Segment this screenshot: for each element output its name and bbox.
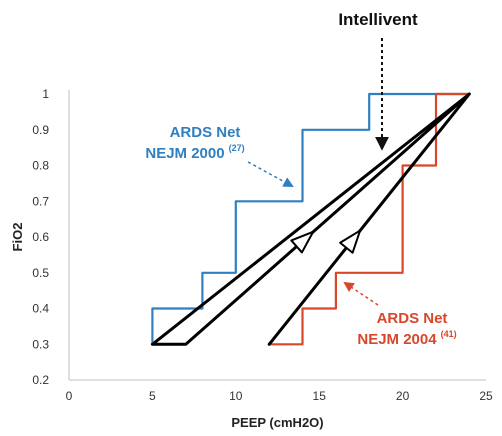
red-annotation-ref: (41) [441,329,457,339]
intellivent-loop [150,92,471,346]
y-tick-label: 0.9 [32,123,49,137]
red-annotation-line-1: ARDS Net [377,310,448,327]
x-tick-label: 20 [396,389,410,403]
x-tick-label: 15 [313,389,327,403]
blue-annotation: ARDS Net NEJM 2000 (27) [145,124,244,162]
x-tick-label: 10 [229,389,243,403]
blue-annotation-line-1: ARDS Net [170,124,241,141]
axes: 0 5 10 15 20 25 0.2 0.3 0.4 0.5 0.6 0.7 0.8 0.9 1 PEEP … [10,87,493,430]
y-tick-label: 0.6 [32,230,49,244]
annotations: Intellivent ARDS Net NEJM 2000 (27) ARDS … [145,10,456,348]
y-tick-label: 0.7 [32,194,49,208]
ardsnet-2004-step-line [269,92,470,346]
blue-annotation-journal: NEJM 2000 [145,145,224,162]
y-tick-label: 0.5 [32,266,49,280]
x-tick-label: 5 [149,389,156,403]
blue-pointer [247,161,294,188]
y-tick-label: 1 [42,87,49,101]
red-annotation-line-2: NEJM 2004 (41) [357,329,456,348]
x-tick-label: 0 [66,389,73,403]
chart-marks [150,38,471,346]
y-tick-label: 0.2 [32,373,49,387]
y-tick-label: 0.4 [32,302,49,316]
intellivent-arrow-upper [290,230,315,254]
x-tick-label: 25 [479,389,493,403]
ardsnet-2000-step-line [151,92,470,345]
intellivent-arrow-lower [339,229,362,254]
red-pointer [343,281,379,306]
red-annotation-journal: NEJM 2004 [357,331,437,348]
intellivent-label: Intellivent [338,10,418,29]
blue-annotation-line-2: NEJM 2000 (27) [145,143,244,162]
y-tick-label: 0.8 [32,159,49,173]
x-axis-title: PEEP (cmH2O) [231,415,323,430]
red-annotation: ARDS Net NEJM 2004 (41) [357,310,456,348]
y-axis-title: FiO2 [10,223,25,252]
y-tick-label: 0.3 [32,337,49,351]
blue-annotation-ref: (27) [229,143,245,153]
